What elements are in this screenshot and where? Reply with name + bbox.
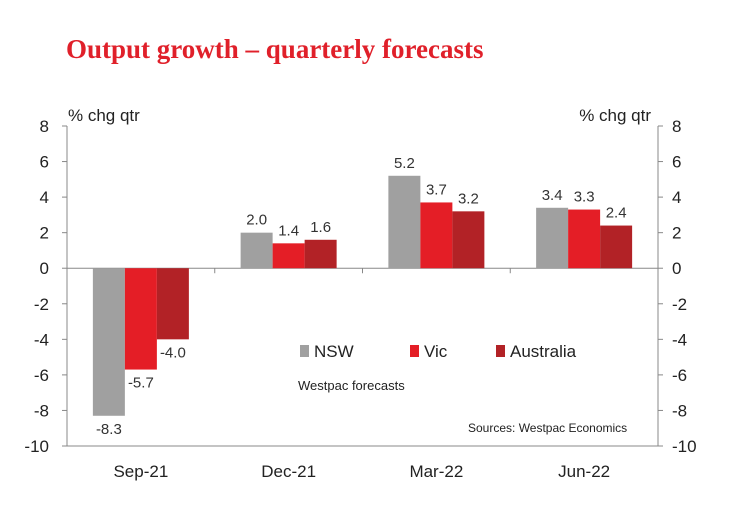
left-tick-label: -10 [24,437,49,456]
left-tick-label: -6 [34,366,49,385]
data-labels-layer: -8.3 -5.7 -4.0 2.0 1.4 1.6 5.2 3.7 3.2 3.4 3.3 2.4 [96,155,627,438]
bar-australia [600,225,633,269]
x-category-label: Mar-22 [409,462,463,481]
right-tick-label: -6 [672,366,687,385]
right-tick-label: 4 [672,188,681,207]
bar-nsw [536,207,569,269]
x-category-label: Dec-21 [261,462,316,481]
right-tick-label: -2 [672,295,687,314]
bar-nsw [92,268,125,416]
left-tick-label: 0 [40,259,49,278]
bar-australia [304,239,337,269]
legend: NSW Vic Australia [300,342,577,361]
bar-nsw [388,175,421,269]
legend-label-australia: Australia [510,342,577,361]
bar-vic [272,243,305,269]
data-label: -4.0 [160,344,186,361]
legend-label-vic: Vic [424,342,448,361]
bar-australia [156,268,189,340]
bar-vic [568,209,601,269]
bar-vic [124,268,157,370]
left-tick-label: -8 [34,401,49,420]
data-label: 1.4 [278,222,299,239]
data-label: -5.7 [128,375,154,392]
right-tick-label: 2 [672,224,681,243]
right-tick-label: 0 [672,259,681,278]
chart-title: Output growth – quarterly forecasts [66,34,483,64]
data-label: -8.3 [96,421,122,438]
legend-label-nsw: NSW [314,342,354,361]
data-label: 3.3 [574,189,595,206]
bar-nsw [240,232,273,269]
data-label: 3.2 [458,190,479,207]
bar-australia [452,211,485,269]
legend-swatch-vic [410,345,419,357]
left-tick-label: -2 [34,295,49,314]
right-tick-label: -10 [672,437,697,456]
data-label: 2.0 [246,212,267,229]
x-category-label: Sep-21 [113,462,168,481]
right-tick-label: 8 [672,117,681,136]
right-tick-label: -8 [672,401,687,420]
left-tick-label: 8 [40,117,49,136]
data-label: 3.4 [542,187,563,204]
right-tick-label: -4 [672,330,687,349]
legend-swatch-australia [496,345,505,357]
bar-vic [420,202,453,269]
data-label: 3.7 [426,181,447,198]
data-label: 5.2 [394,155,415,172]
right-axis-unit-label: % chg qtr [579,106,651,125]
left-tick-label: 6 [40,153,49,172]
left-tick-label: 2 [40,224,49,243]
left-tick-label: 4 [40,188,49,207]
bars-layer [92,175,633,416]
data-label: 2.4 [606,205,627,222]
left-tick-label: -4 [34,330,49,349]
source-note: Sources: Westpac Economics [468,421,627,435]
x-category-label: Jun-22 [558,462,610,481]
right-tick-label: 6 [672,153,681,172]
left-axis-unit-label: % chg qtr [68,106,140,125]
data-label: 1.6 [310,219,331,236]
axes-layer: 8 8 6 6 4 4 2 2 0 0 -2 -2 -4 -4 -6 -6 -8 -8 -10 -10 Sep-21 De… [24,117,696,481]
legend-swatch-nsw [300,345,309,357]
forecast-annotation: Westpac forecasts [298,378,405,393]
